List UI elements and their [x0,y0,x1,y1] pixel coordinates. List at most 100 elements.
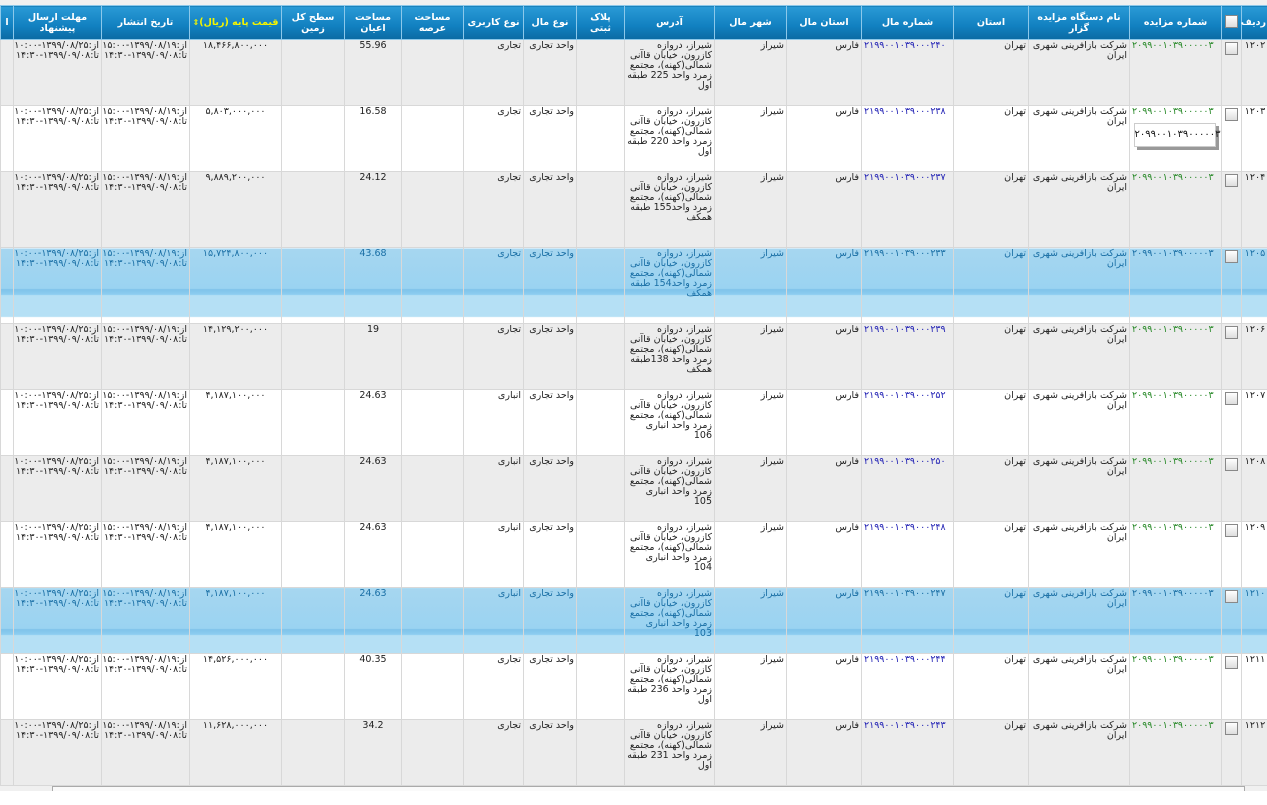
cell-select[interactable] [1221,389,1242,456]
row-checkbox[interactable] [1225,458,1238,471]
row-checkbox[interactable] [1225,108,1238,121]
header-usage-type[interactable]: نوع کاربری [463,5,524,40]
cell-property-number: ۲۱۹۹۰۰۱۰۳۹۰۰۰۲۴۳ [861,719,954,786]
header-organizer[interactable]: نام دستگاه مزایده گزار [1028,5,1130,40]
cell-property-type: واحد تجاری [523,521,577,588]
property-number-link[interactable]: ۲۱۹۹۰۰۱۰۳۹۰۰۰۲۴۳ [864,720,946,731]
cell-registry-plate [576,389,625,456]
property-number-link[interactable]: ۲۱۹۹۰۰۱۰۳۹۰۰۰۲۳۹ [864,324,946,335]
row-checkbox[interactable] [1225,590,1238,603]
property-number-link[interactable]: ۲۱۹۹۰۰۱۰۳۹۰۰۰۲۵۲ [864,390,946,401]
publish-to: تا:۱۳۹۹/۰۹/۰۸-۱۴:۳۰ [103,730,187,741]
header-property-city[interactable]: شهر مال [714,5,787,40]
property-number-link[interactable]: ۲۱۹۹۰۰۱۰۳۹۰۰۰۲۴۷ [864,588,946,599]
cell-organizer: شرکت بازآفرینی شهری ایران [1028,105,1130,172]
row-checkbox[interactable] [1225,174,1238,187]
header-building-area[interactable]: مساحت اعیان [344,5,402,40]
header-province[interactable]: استان [953,5,1029,40]
header-address[interactable]: آدرس [624,5,715,40]
header-select-all[interactable] [1221,5,1242,40]
auction-number-link[interactable]: ۲۰۹۹۰۰۱۰۳۹۰۰۰۰۰۳ [1132,522,1214,533]
auction-number-link[interactable]: ۲۰۹۹۰۰۱۰۳۹۰۰۰۰۰۳ [1132,106,1214,117]
header-plot-area[interactable]: مساحت عرصه [401,5,464,40]
auction-number-link[interactable]: ۲۰۹۹۰۰۱۰۳۹۰۰۰۰۰۳ [1132,654,1214,665]
table-row[interactable]: ۱۲۰۷ ۲۰۹۹۰۰۱۰۳۹۰۰۰۰۰۳ شرکت بازآفرینی شهری … [0,389,1267,456]
cell-select[interactable] [1221,719,1242,786]
deadline-from: از:۱۳۹۹/۰۸/۲۵-۱۰:۰۰ [14,390,100,401]
table-row[interactable]: ۱۲۱۲ ۲۰۹۹۰۰۱۰۳۹۰۰۰۰۰۳ شرکت بازآفرینی شهری … [0,719,1267,786]
table-row[interactable]: ۱۲۰۲ ۲۰۹۹۰۰۱۰۳۹۰۰۰۰۰۳ شرکت بازآفرینی شهری … [0,39,1267,106]
auction-number-link[interactable]: ۲۰۹۹۰۰۱۰۳۹۰۰۰۰۰۳ [1132,248,1214,259]
deadline-to: تا:۱۳۹۹/۰۹/۰۸-۱۴:۳۰ [15,664,99,675]
cell-organizer: شرکت بازآفرینی شهری ایران [1028,323,1130,390]
auction-number-link[interactable]: ۲۰۹۹۰۰۱۰۳۹۰۰۰۰۰۳ [1132,172,1214,183]
cell-auction-number: ۲۰۹۹۰۰۱۰۳۹۰۰۰۰۰۳ [1129,323,1222,390]
cell-total-land-area [281,323,345,390]
horizontal-scrollbar[interactable] [0,786,1267,791]
table-row[interactable]: ۱۲۰۴ ۲۰۹۹۰۰۱۰۳۹۰۰۰۰۰۳ شرکت بازآفرینی شهری … [0,171,1267,248]
header-base-price-label: قیمت پایه (ریال) [199,17,279,28]
cell-usage-type: تجاری [463,171,524,248]
property-number-link[interactable]: ۲۱۹۹۰۰۱۰۳۹۰۰۰۲۴۴ [864,654,946,665]
row-checkbox[interactable] [1225,250,1238,263]
auction-number-link[interactable]: ۲۰۹۹۰۰۱۰۳۹۰۰۰۰۰۳ [1132,588,1214,599]
header-row-number[interactable]: ردیف [1241,5,1267,40]
row-checkbox[interactable] [1225,392,1238,405]
cell-select[interactable] [1221,105,1242,172]
row-checkbox[interactable] [1225,326,1238,339]
cell-usage-type: تجاری [463,323,524,390]
header-total-land-area[interactable]: سطح کل زمین [281,5,345,40]
table-row[interactable]: ۱۲۰۹ ۲۰۹۹۰۰۱۰۳۹۰۰۰۰۰۳ شرکت بازآفرینی شهری … [0,521,1267,588]
cell-select[interactable] [1221,39,1242,106]
cell-plot-area [401,171,464,248]
auction-number-link[interactable]: ۲۰۹۹۰۰۱۰۳۹۰۰۰۰۰۳ [1132,324,1214,335]
row-checkbox[interactable] [1225,656,1238,669]
header-extra[interactable]: ا [0,5,14,40]
select-all-checkbox[interactable] [1225,15,1238,28]
cell-property-province: فارس [786,587,862,654]
property-number-link[interactable]: ۲۱۹۹۰۰۱۰۳۹۰۰۰۲۵۰ [864,456,946,467]
property-number-link[interactable]: ۲۱۹۹۰۰۱۰۳۹۰۰۰۲۳۷ [864,172,946,183]
property-number-link[interactable]: ۲۱۹۹۰۰۱۰۳۹۰۰۰۲۴۸ [864,522,946,533]
header-auction-number[interactable]: شماره مزایده [1129,5,1222,40]
cell-property-city: شیراز [714,39,787,106]
table-row[interactable]: ۱۲۰۳ ۲۰۹۹۰۰۱۰۳۹۰۰۰۰۰۳ شرکت بازآفرینی شهری … [0,105,1267,172]
header-registry-plate[interactable]: پلاک ثبتی [576,5,625,40]
auction-number-link[interactable]: ۲۰۹۹۰۰۱۰۳۹۰۰۰۰۰۳ [1132,390,1214,401]
property-number-link[interactable]: ۲۱۹۹۰۰۱۰۳۹۰۰۰۲۴۰ [864,40,946,51]
auction-number-link[interactable]: ۲۰۹۹۰۰۱۰۳۹۰۰۰۰۰۳ [1132,720,1214,731]
cell-row-number: ۱۲۰۴ [1241,171,1267,248]
table-row[interactable]: ۱۲۱۰ ۲۰۹۹۰۰۱۰۳۹۰۰۰۰۰۳ شرکت بازآفرینی شهری … [0,587,1267,654]
row-checkbox[interactable] [1225,722,1238,735]
cell-select[interactable] [1221,653,1242,720]
header-publish-date[interactable]: تاریخ انتشار [101,5,190,40]
cell-select[interactable] [1221,323,1242,390]
header-property-province[interactable]: استان مال [786,5,862,40]
cell-select[interactable] [1221,521,1242,588]
table-row[interactable]: ۱۲۰۶ ۲۰۹۹۰۰۱۰۳۹۰۰۰۰۰۳ شرکت بازآفرینی شهری … [0,323,1267,390]
row-checkbox[interactable] [1225,524,1238,537]
cell-select[interactable] [1221,171,1242,248]
property-number-link[interactable]: ۲۱۹۹۰۰۱۰۳۹۰۰۰۲۳۸ [864,106,946,117]
header-deadline[interactable]: مهلت ارسال پیشنهاد [13,5,102,40]
property-number-link[interactable]: ۲۱۹۹۰۰۱۰۳۹۰۰۰۲۳۳ [864,248,946,259]
scrollbar-thumb[interactable] [52,786,1245,791]
cell-building-area: 24.63 [344,389,402,456]
header-base-price[interactable]: قیمت پایه (ریال)⇕ [189,5,282,40]
auction-number-link[interactable]: ۲۰۹۹۰۰۱۰۳۹۰۰۰۰۰۳ [1132,40,1214,51]
cell-select[interactable] [1221,247,1242,324]
cell-building-area: 43.68 [344,247,402,324]
row-checkbox[interactable] [1225,42,1238,55]
cell-building-area: 24.63 [344,587,402,654]
header-property-type[interactable]: نوع مال [523,5,577,40]
table-row[interactable]: ۱۲۱۱ ۲۰۹۹۰۰۱۰۳۹۰۰۰۰۰۳ شرکت بازآفرینی شهری … [0,653,1267,720]
cell-select[interactable] [1221,587,1242,654]
table-row[interactable]: ۱۲۰۵ ۲۰۹۹۰۰۱۰۳۹۰۰۰۰۰۳ شرکت بازآفرینی شهری … [0,247,1267,324]
cell-extra [0,323,14,390]
cell-select[interactable] [1221,455,1242,522]
cell-address: شیراز، دروازه کازرون، خیابان قاآنی شمالی… [624,247,715,324]
header-property-number[interactable]: شماره مال [861,5,954,40]
table-row[interactable]: ۱۲۰۸ ۲۰۹۹۰۰۱۰۳۹۰۰۰۰۰۳ شرکت بازآفرینی شهری … [0,455,1267,522]
auction-number-link[interactable]: ۲۰۹۹۰۰۱۰۳۹۰۰۰۰۰۳ [1132,456,1214,467]
cell-property-province: فارس [786,653,862,720]
